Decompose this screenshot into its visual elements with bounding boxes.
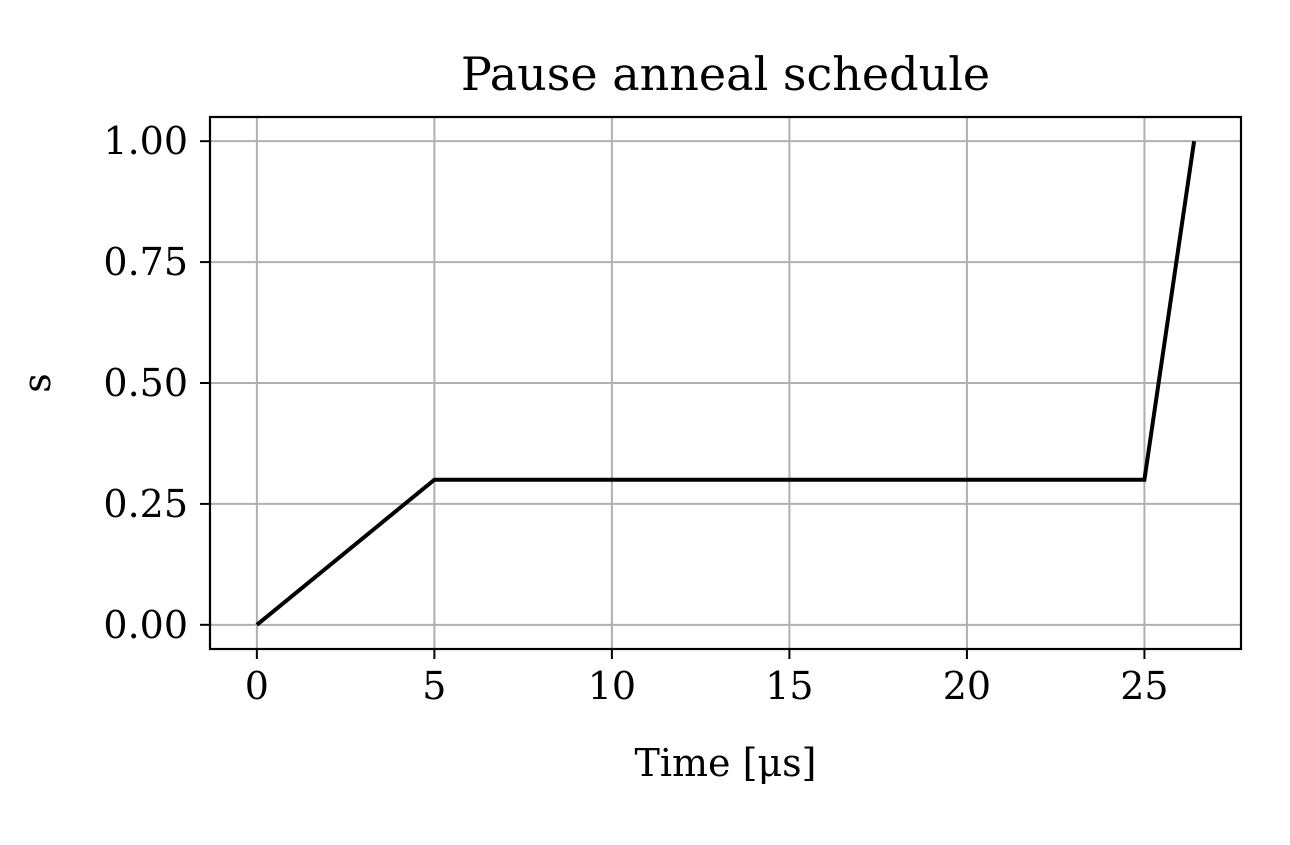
series-layer bbox=[255, 140, 1197, 627]
grid bbox=[210, 117, 1241, 649]
series-line bbox=[255, 140, 1197, 627]
y-axis-label: s bbox=[15, 373, 59, 393]
y-tick-label: 0.00 bbox=[103, 603, 188, 647]
ticks: 0 5 10 15 20 25 0.00 0.25 0.50 0.75 1.00 bbox=[103, 119, 1168, 708]
y-tick-label: 1.00 bbox=[103, 119, 188, 163]
x-axis-label: Time [μs] bbox=[635, 741, 817, 785]
x-tick-label: 15 bbox=[765, 664, 813, 708]
y-tick-label: 0.75 bbox=[103, 240, 188, 284]
chart-title: Pause anneal schedule bbox=[461, 47, 990, 101]
y-tick-label: 0.25 bbox=[103, 482, 188, 526]
x-tick-label: 20 bbox=[943, 664, 991, 708]
x-tick-label: 25 bbox=[1120, 664, 1168, 708]
x-tick-label: 5 bbox=[422, 664, 446, 708]
x-tick-label: 0 bbox=[245, 664, 269, 708]
x-tick-label: 10 bbox=[588, 664, 636, 708]
y-tick-label: 0.50 bbox=[103, 361, 188, 405]
